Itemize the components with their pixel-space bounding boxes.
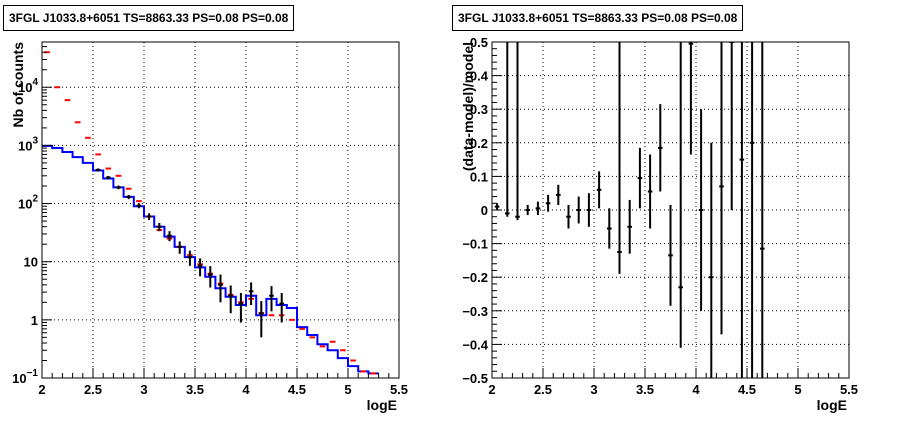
left-yaxis-title: Nb of counts xyxy=(10,42,26,128)
left-xtick-label: 5 xyxy=(344,382,351,397)
left-ytick-label: 10−1 xyxy=(12,368,38,386)
left-ytick-base: 10 xyxy=(18,138,32,153)
right-chart: 2 2.5 3 3.5 4 4.5 5 5.5 −0.5 −0.4 −0.3 −0.2 −0.1 0 0.1… xyxy=(460,35,858,413)
right-series-0 xyxy=(494,42,765,378)
left-ytick-exponent: −1 xyxy=(27,368,39,379)
left-series-0 xyxy=(42,144,379,375)
right-ytick-label: 0.4 xyxy=(470,69,489,84)
right-ytick-label: −0.3 xyxy=(462,304,488,319)
left-ytick-label: 10 xyxy=(24,255,38,270)
left-ytick-label: 1 xyxy=(31,313,38,328)
right-xaxis-title: logE xyxy=(817,397,847,413)
right-ytick-label: −0.1 xyxy=(462,237,488,252)
right-ytick-label: 0.3 xyxy=(470,102,488,117)
left-xtick-label: 5.5 xyxy=(390,382,408,397)
left-chart-title: 3FGL J1033.8+6051 TS=8863.33 PS=0.08 PS=… xyxy=(3,5,295,31)
left-ytick-base: 10 xyxy=(18,197,32,212)
right-chart-title: 3FGL J1033.8+6051 TS=8863.33 PS=0.08 PS=… xyxy=(452,5,744,31)
right-plot-area xyxy=(494,42,765,378)
left-xtick-label: 4 xyxy=(242,382,250,397)
left-xtick-label: 2 xyxy=(38,382,45,397)
left-ytick-label: 104 xyxy=(18,77,38,95)
left-xtick-label: 3.5 xyxy=(186,382,204,397)
right-xtick-label: 2 xyxy=(488,382,495,397)
left-ytick-exponent: 3 xyxy=(32,135,38,146)
right-xtick-label: 4.5 xyxy=(738,382,756,397)
right-xtick-label: 3 xyxy=(590,382,597,397)
left-xaxis-title: logE xyxy=(367,397,397,413)
left-ytick-exponent: 2 xyxy=(32,194,38,205)
right-xtick-label: 2.5 xyxy=(534,382,552,397)
right-ytick-label: 0.1 xyxy=(470,169,488,184)
left-ytick-base: 1 xyxy=(31,313,38,328)
right-xtick-label: 4 xyxy=(692,382,700,397)
right-ytick-label: −0.2 xyxy=(462,270,488,285)
left-xtick-label: 3 xyxy=(140,382,147,397)
left-ytick-label: 103 xyxy=(18,135,38,153)
right-ytick-label: 0.5 xyxy=(470,35,488,50)
left-plot-area xyxy=(42,51,379,375)
right-ytick-label: 0 xyxy=(481,203,488,218)
right-xtick-label: 3.5 xyxy=(636,382,654,397)
left-series-2 xyxy=(95,168,284,338)
left-ytick-label: 102 xyxy=(18,194,38,212)
right-xtick-label: 5 xyxy=(794,382,801,397)
right-xtick-label: 5.5 xyxy=(840,382,858,397)
left-xtick-label: 2.5 xyxy=(84,382,102,397)
left-series-1 xyxy=(44,51,377,375)
left-ytick-exponent: 4 xyxy=(32,77,38,88)
right-ytick-label: 0.2 xyxy=(470,136,488,151)
right-ytick-label: −0.4 xyxy=(462,337,488,352)
left-ytick-base: 10 xyxy=(24,255,38,270)
left-ytick-base: 10 xyxy=(18,80,32,95)
right-yaxis-title: (data-model)/model xyxy=(460,42,476,171)
left-frame xyxy=(41,41,400,379)
left-series-line xyxy=(42,144,379,375)
left-ytick-base: 10 xyxy=(12,371,26,386)
left-xtick-label: 4.5 xyxy=(288,382,306,397)
right-ytick-label: −0.5 xyxy=(462,371,488,386)
